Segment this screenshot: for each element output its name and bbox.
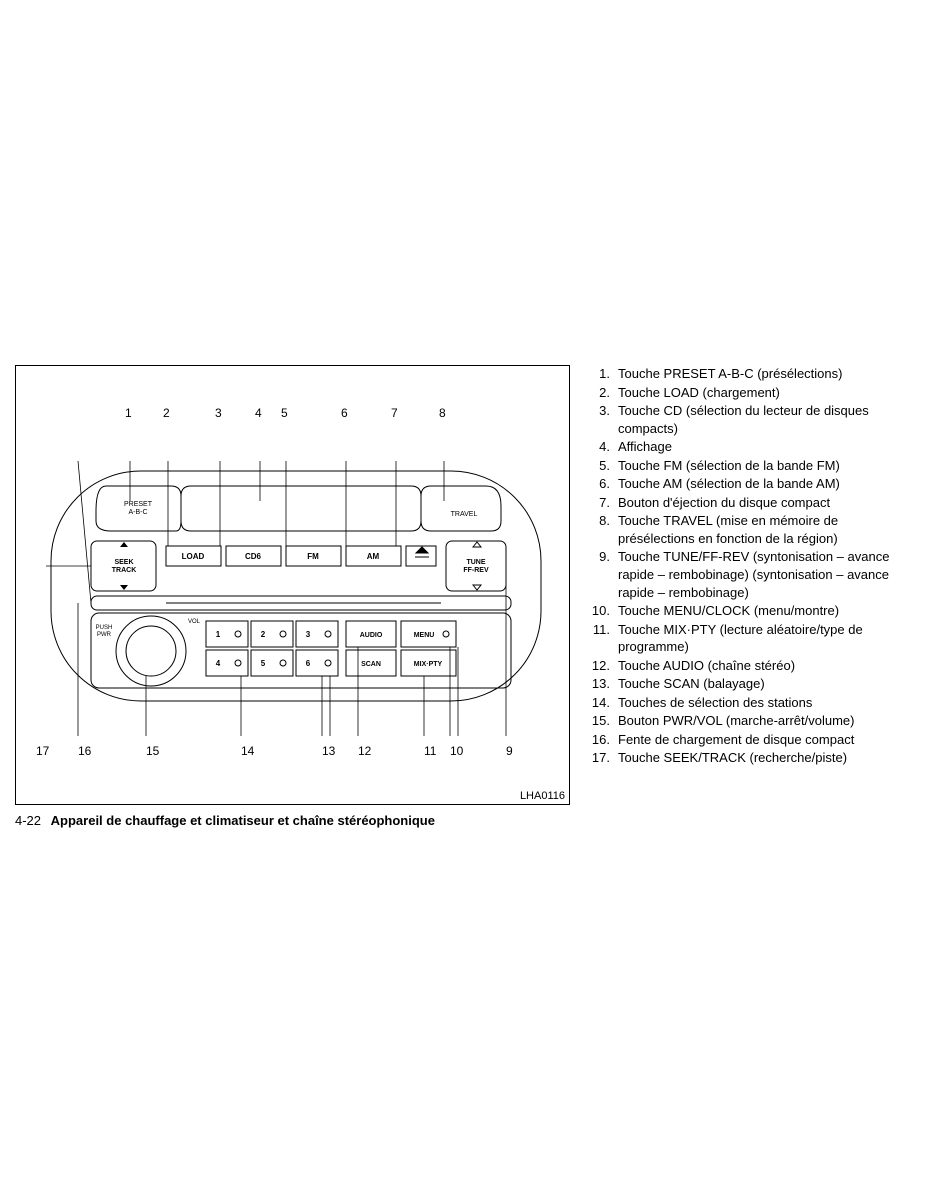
cd6-button: CD6 [245, 552, 262, 561]
scan-button: SCAN [361, 661, 381, 668]
legend-item: 7.Bouton d'éjection du disque compact [590, 494, 890, 512]
legend-item: 14.Touches de sélection des stations [590, 694, 890, 712]
callout-number: 4 [255, 406, 262, 420]
svg-text:6: 6 [306, 659, 311, 668]
legend-item: 17.Touche SEEK/TRACK (recherche/piste) [590, 749, 890, 767]
svg-text:4: 4 [216, 659, 221, 668]
legend-item: 16.Fente de chargement de disque compact [590, 731, 890, 749]
load-button: LOAD [182, 552, 205, 561]
legend-item: 3.Touche CD (sélection du lecteur de dis… [590, 402, 890, 437]
menu-button: MENU [414, 632, 435, 639]
legend-item: 13.Touche SCAN (balayage) [590, 675, 890, 693]
tune-ffrev-label: TUNEFF-REV [463, 559, 489, 574]
callout-number: 10 [450, 744, 463, 758]
legend-item: 4.Affichage [590, 438, 890, 456]
caption-title: Appareil de chauffage et climatiseur et … [51, 813, 435, 828]
callout-number: 14 [241, 744, 254, 758]
callout-number: 7 [391, 406, 398, 420]
legend-item: 10.Touche MENU/CLOCK (menu/montre) [590, 602, 890, 620]
callout-number: 16 [78, 744, 91, 758]
legend-item: 15.Bouton PWR/VOL (marche-arrêt/volume) [590, 712, 890, 730]
preset-label: PRESETA-B-C [124, 501, 153, 516]
mixpty-button: MIX·PTY [414, 661, 443, 668]
legend-item: 8.Touche TRAVEL (mise en mémoire de prés… [590, 512, 890, 547]
page-number: 4-22 [15, 813, 41, 828]
seek-track-label: SEEKTRACK [112, 559, 137, 574]
legend-item: 1.Touche PRESET A-B-C (présélections) [590, 365, 890, 383]
radio-diagram: PRESETA-B-C TRAVEL LOAD CD6 FM AM SEEKTR… [46, 461, 546, 741]
callout-number: 8 [439, 406, 446, 420]
legend-item: 11.Touche MIX·PTY (lecture aléatoire/typ… [590, 621, 890, 656]
svg-text:3: 3 [306, 630, 311, 639]
travel-label: TRAVEL [451, 511, 478, 518]
svg-text:5: 5 [261, 659, 266, 668]
callout-number: 11 [424, 744, 436, 758]
legend-item: 9.Touche TUNE/FF-REV (syntonisation – av… [590, 548, 890, 601]
callout-number: 6 [341, 406, 348, 420]
callout-number: 1 [125, 406, 132, 420]
svg-text:1: 1 [216, 630, 221, 639]
svg-text:2: 2 [261, 630, 266, 639]
callout-number: 17 [36, 744, 49, 758]
callout-number: 2 [163, 406, 170, 420]
audio-button: AUDIO [360, 632, 383, 639]
callout-number: 15 [146, 744, 159, 758]
callout-number: 3 [215, 406, 222, 420]
callout-number: 5 [281, 406, 288, 420]
fm-button: FM [307, 552, 319, 561]
push-pwr-label: PUSHPWR [96, 625, 113, 638]
callout-number: 12 [358, 744, 371, 758]
legend-item: 12.Touche AUDIO (chaîne stéréo) [590, 657, 890, 675]
figure-id: LHA0116 [520, 790, 565, 802]
legend-item: 6.Touche AM (sélection de la bande AM) [590, 475, 890, 493]
callout-number: 13 [322, 744, 335, 758]
legend-list: 1.Touche PRESET A-B-C (présélections)2.T… [590, 365, 890, 768]
legend-item: 5.Touche FM (sélection de la bande FM) [590, 457, 890, 475]
vol-label: VOL [188, 619, 201, 625]
figure-frame: 12345678 17161514131211109 [15, 365, 570, 805]
callout-number: 9 [506, 744, 513, 758]
legend-item: 2.Touche LOAD (chargement) [590, 384, 890, 402]
page-caption: 4-22 Appareil de chauffage et climatiseu… [15, 805, 912, 828]
am-button: AM [367, 552, 380, 561]
